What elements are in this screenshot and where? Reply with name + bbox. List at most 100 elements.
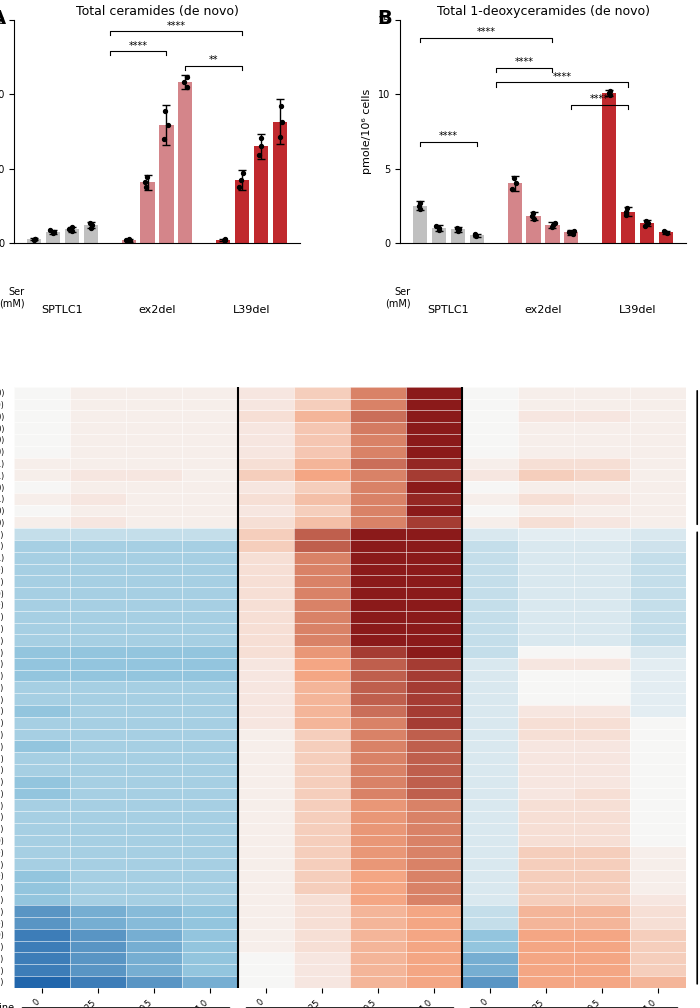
Point [470,227,481,243]
Point [605,87,616,103]
Point [45,222,56,238]
Point [546,219,557,235]
Point [413,198,424,214]
Point [507,180,518,197]
Bar [84,226,98,243]
Text: L39del: L39del [233,305,270,316]
Point [238,164,249,180]
Point [159,131,170,147]
Point [181,79,193,95]
Point [274,129,286,145]
Text: A: A [0,9,6,28]
Point [85,220,97,236]
Point [29,232,40,248]
Bar [178,82,192,243]
Point [276,98,287,114]
Point [255,130,266,146]
Text: ****: **** [477,27,496,37]
Point [125,233,136,249]
Text: SPTLC1: SPTLC1 [41,305,83,316]
Bar [254,146,268,243]
Point [621,204,632,220]
Text: ****: **** [129,40,148,50]
Bar [273,122,287,243]
Point [547,217,559,233]
Point [659,223,670,239]
Point [160,104,171,120]
Point [84,216,95,232]
Point [604,83,615,99]
Text: L39del: L39del [619,305,657,316]
Point [643,216,654,232]
Point [86,218,97,234]
Point [181,69,193,85]
Text: ****: **** [514,56,533,67]
Point [550,215,561,231]
Point [508,170,519,186]
Text: ****: **** [552,72,571,82]
Point [235,171,246,187]
Point [621,201,632,217]
Title: Total 1-deoxyceramides (de novo): Total 1-deoxyceramides (de novo) [437,5,650,17]
Bar [621,212,635,243]
Point [454,222,465,238]
Point [48,224,60,240]
Point [234,178,245,195]
Bar [235,179,249,243]
Bar [141,182,155,243]
Text: Ser
(mM): Ser (mM) [385,287,411,308]
Point [276,114,288,130]
Point [220,232,231,248]
Bar [526,216,540,243]
Bar [122,240,136,243]
Point [433,222,444,238]
Bar [216,240,230,243]
Point [659,225,671,241]
Bar [432,228,446,243]
Bar [65,229,79,243]
Point [528,211,540,227]
Title: Total ceramides (de novo): Total ceramides (de novo) [76,5,239,17]
Point [568,226,579,242]
Point [162,117,174,133]
Bar [564,233,578,243]
Point [141,169,153,185]
Point [471,228,482,244]
Point [603,85,615,101]
Text: ex2del: ex2del [524,305,562,316]
Text: ****: **** [167,21,186,31]
Point [640,214,651,230]
Bar [160,125,174,243]
Text: **: ** [209,55,218,66]
Bar [413,206,427,243]
Point [256,138,267,154]
Bar [602,93,616,243]
Point [470,226,481,242]
Point [64,221,75,237]
Point [29,231,41,247]
Bar [640,224,654,243]
Point [528,205,539,221]
Point [430,218,442,234]
Point [414,195,426,211]
Bar [508,183,522,243]
Bar [545,225,559,243]
Bar [451,230,465,243]
Point [120,232,132,248]
Point [564,225,575,241]
Point [178,74,190,90]
Text: ex2del: ex2del [138,305,176,316]
Point [434,220,445,236]
Point [140,179,151,196]
Point [66,220,78,236]
Point [124,232,135,248]
Y-axis label: pmole/10⁶ cells: pmole/10⁶ cells [363,89,372,174]
Point [662,226,673,242]
Text: SPTLC1: SPTLC1 [428,305,469,316]
Point [220,231,231,247]
Bar [46,232,60,243]
Point [66,223,77,239]
Point [218,233,230,249]
Text: Serine
(mM): Serine (mM) [0,1003,14,1008]
Point [47,225,58,241]
